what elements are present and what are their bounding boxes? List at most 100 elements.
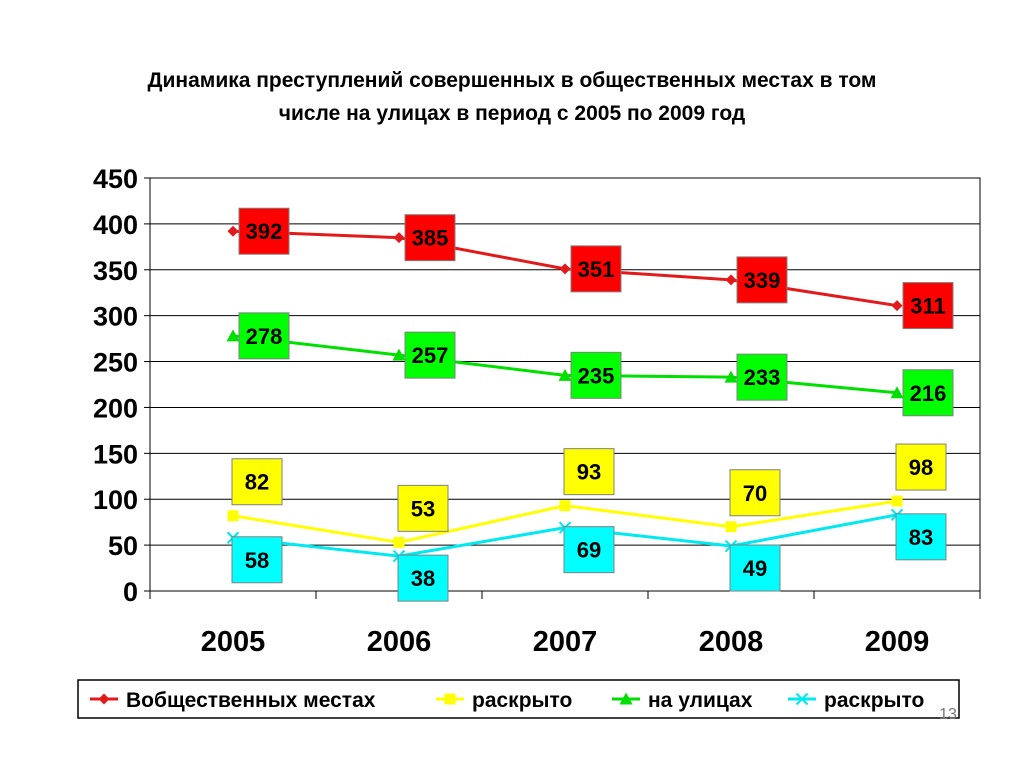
data-label-text: 216 [910,381,947,406]
point-marker [98,693,110,705]
point-marker [393,536,405,548]
data-label-text: 233 [744,365,781,390]
x-tick-label: 2005 [201,626,266,658]
chart-title: Динамика преступлений совершенных в обще… [40,64,984,130]
data-label: 216 [902,369,954,417]
legend-item: раскрыто [436,689,572,712]
data-label-box [397,484,449,532]
data-label-box [736,353,788,401]
point-marker [890,386,904,399]
data-label-text: 93 [577,460,601,485]
data-label: 392 [238,207,290,255]
y-tick-label: 150 [93,439,138,469]
data-label-text: 257 [412,343,449,368]
data-label-box [397,554,449,602]
data-label: 235 [570,351,622,399]
point-marker [725,274,737,286]
point-marker [393,232,405,244]
data-label-text: 385 [412,226,449,251]
data-label-box [570,351,622,399]
data-label: 38 [397,554,449,602]
data-label-box [736,256,788,304]
data-label-box [404,331,456,379]
legend-label: Вобщественных местах [126,689,376,712]
data-label-text: 278 [246,324,283,349]
y-tick-label: 100 [93,485,138,515]
data-label-text: 49 [743,556,767,581]
series-2: 82 53 93 70 98 [227,443,947,548]
data-label: 278 [238,312,290,360]
point-marker [725,521,737,533]
point-marker [226,329,240,342]
data-label-box [238,207,290,255]
point-marker [795,692,809,706]
data-label-box [729,544,781,592]
y-tick-label: 450 [93,164,138,194]
data-label: 233 [736,353,788,401]
point-marker [392,348,406,361]
data-label-text: 235 [578,363,615,388]
data-label-box [231,458,283,506]
legend: Вобщественных местах раскрыто на улицах рас… [77,679,960,719]
point-marker [559,500,571,512]
data-label-box [729,469,781,517]
y-tick-label: 350 [93,256,138,286]
y-tick-label: 0 [123,577,138,607]
data-label: 70 [729,469,781,517]
data-label: 351 [570,245,622,293]
data-label-text: 339 [744,268,781,293]
point-marker [891,300,903,312]
legend-item: Вобщественных местах [90,689,376,712]
data-label: 311 [902,282,954,330]
data-label-box [902,369,954,417]
legend-label: раскрыто [824,689,924,712]
point-marker [619,692,633,705]
data-label-text: 70 [743,481,767,506]
data-label-box [895,443,947,491]
y-tick-label: 200 [93,393,138,423]
legend-label: на улицах [648,689,753,712]
data-label-text: 38 [411,566,435,591]
data-label: 49 [729,544,781,592]
data-label: 93 [563,448,615,496]
x-tick-label: 2008 [699,626,764,658]
data-label: 385 [404,214,456,262]
x-tick-label: 2006 [367,626,432,658]
data-label-text: 53 [411,496,435,521]
data-label-box [902,282,954,330]
data-label-box [238,312,290,360]
data-label: 82 [231,458,283,506]
data-label: 98 [895,443,947,491]
data-label-text: 351 [578,257,615,282]
point-marker [227,225,239,237]
point-marker [227,510,239,522]
data-label: 339 [736,256,788,304]
chart-title-line-2: числе на улицах в период с 2005 по 2009 … [278,102,746,125]
data-label-box [563,526,615,574]
legend-item: раскрыто [788,689,924,712]
legend-label: раскрыто [472,689,572,712]
data-label-box [231,536,283,584]
point-marker [558,368,572,381]
slide-number: 13 [939,706,957,723]
legend-item: на улицах [612,689,753,712]
x-axis: 2005 2006 2007 2008 2009 [149,591,981,658]
y-tick-label: 50 [108,531,138,561]
data-label: 69 [563,526,615,574]
y-tick-label: 400 [93,210,138,240]
x-tick-label: 2007 [533,626,598,658]
data-label-text: 392 [246,219,283,244]
y-axis: 0 50 100 150 200 250 300 350 400 450 [93,164,150,607]
chart-title-line-1: Динамика преступлений совершенных в обще… [147,69,877,92]
y-tick-label: 300 [93,302,138,332]
data-label-box [570,245,622,293]
data-label-box [404,214,456,262]
data-label-text: 98 [909,455,933,480]
point-marker [724,370,738,383]
point-marker [444,693,456,705]
data-label-text: 83 [909,525,933,550]
data-label: 83 [895,513,947,561]
series-4: 58 38 69 49 83 [226,508,947,602]
data-label-box [895,513,947,561]
